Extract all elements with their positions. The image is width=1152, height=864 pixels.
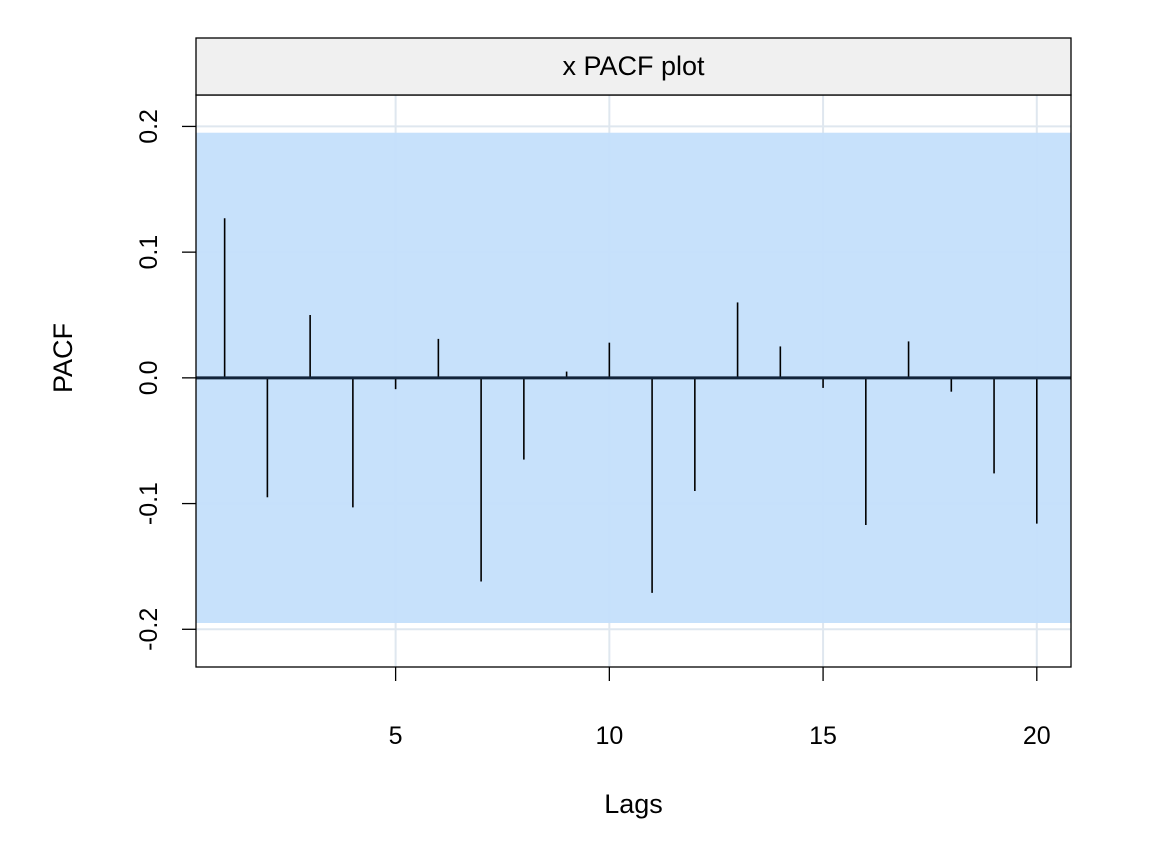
y-tick-label: 0.1 [135,235,163,270]
x-tick-label: 5 [389,722,403,750]
x-axis: 5 10 15 20 [389,667,1051,750]
y-tick-label: -0.1 [135,482,163,525]
title-strip [195,37,1072,96]
y-tick-label: 0.2 [135,109,163,144]
x-tick-label: 10 [595,722,623,750]
bars-layer [223,218,1038,593]
x-axis-label: Lags [604,789,663,819]
x-tick-label: 20 [1023,722,1051,750]
y-tick-label: 0.0 [135,360,163,395]
y-axis: -0.2 -0.1 0.0 0.1 0.2 [135,109,196,651]
chart-title: x PACF plot [562,51,705,81]
y-axis-label: PACF [48,323,78,393]
x-tick-label: 15 [809,722,837,750]
y-tick-label: -0.2 [135,608,163,651]
